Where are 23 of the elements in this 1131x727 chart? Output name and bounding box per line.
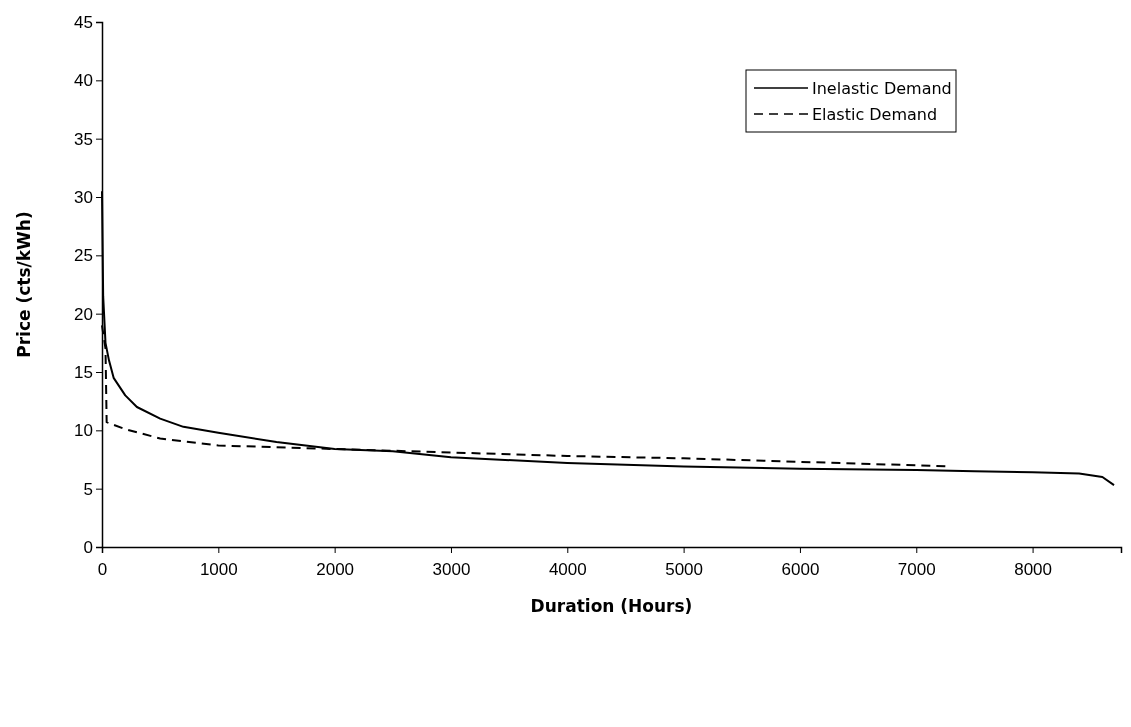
y-tick-label: 40	[74, 71, 93, 91]
y-tick-label: 0	[83, 537, 93, 557]
y-tick-label: 25	[74, 246, 93, 266]
x-tick-label: 8000	[1014, 559, 1053, 579]
y-tick-label: 20	[74, 304, 93, 324]
y-tick-label: 45	[74, 12, 93, 32]
x-tick-label: 2000	[316, 559, 355, 579]
x-tick-label: 1000	[199, 559, 238, 579]
y-tick-label: 30	[74, 187, 93, 207]
y-tick-label: 10	[74, 421, 93, 441]
y-axis-title: Price (cts/kWh)	[14, 211, 34, 358]
x-axis-title: Duration (Hours)	[530, 596, 693, 616]
y-tick-label: 35	[74, 129, 93, 149]
y-tick-label: 5	[83, 479, 93, 499]
legend-label: Inelastic Demand	[812, 79, 952, 98]
x-tick-label: 4000	[548, 559, 587, 579]
x-tick-label: 5000	[665, 559, 704, 579]
x-tick-label: 0	[97, 559, 108, 579]
legend-label: Elastic Demand	[812, 105, 938, 124]
y-tick-label: 15	[74, 362, 93, 382]
x-tick-label: 7000	[897, 559, 936, 579]
x-tick-label: 6000	[781, 559, 820, 579]
x-tick-label: 3000	[432, 559, 471, 579]
